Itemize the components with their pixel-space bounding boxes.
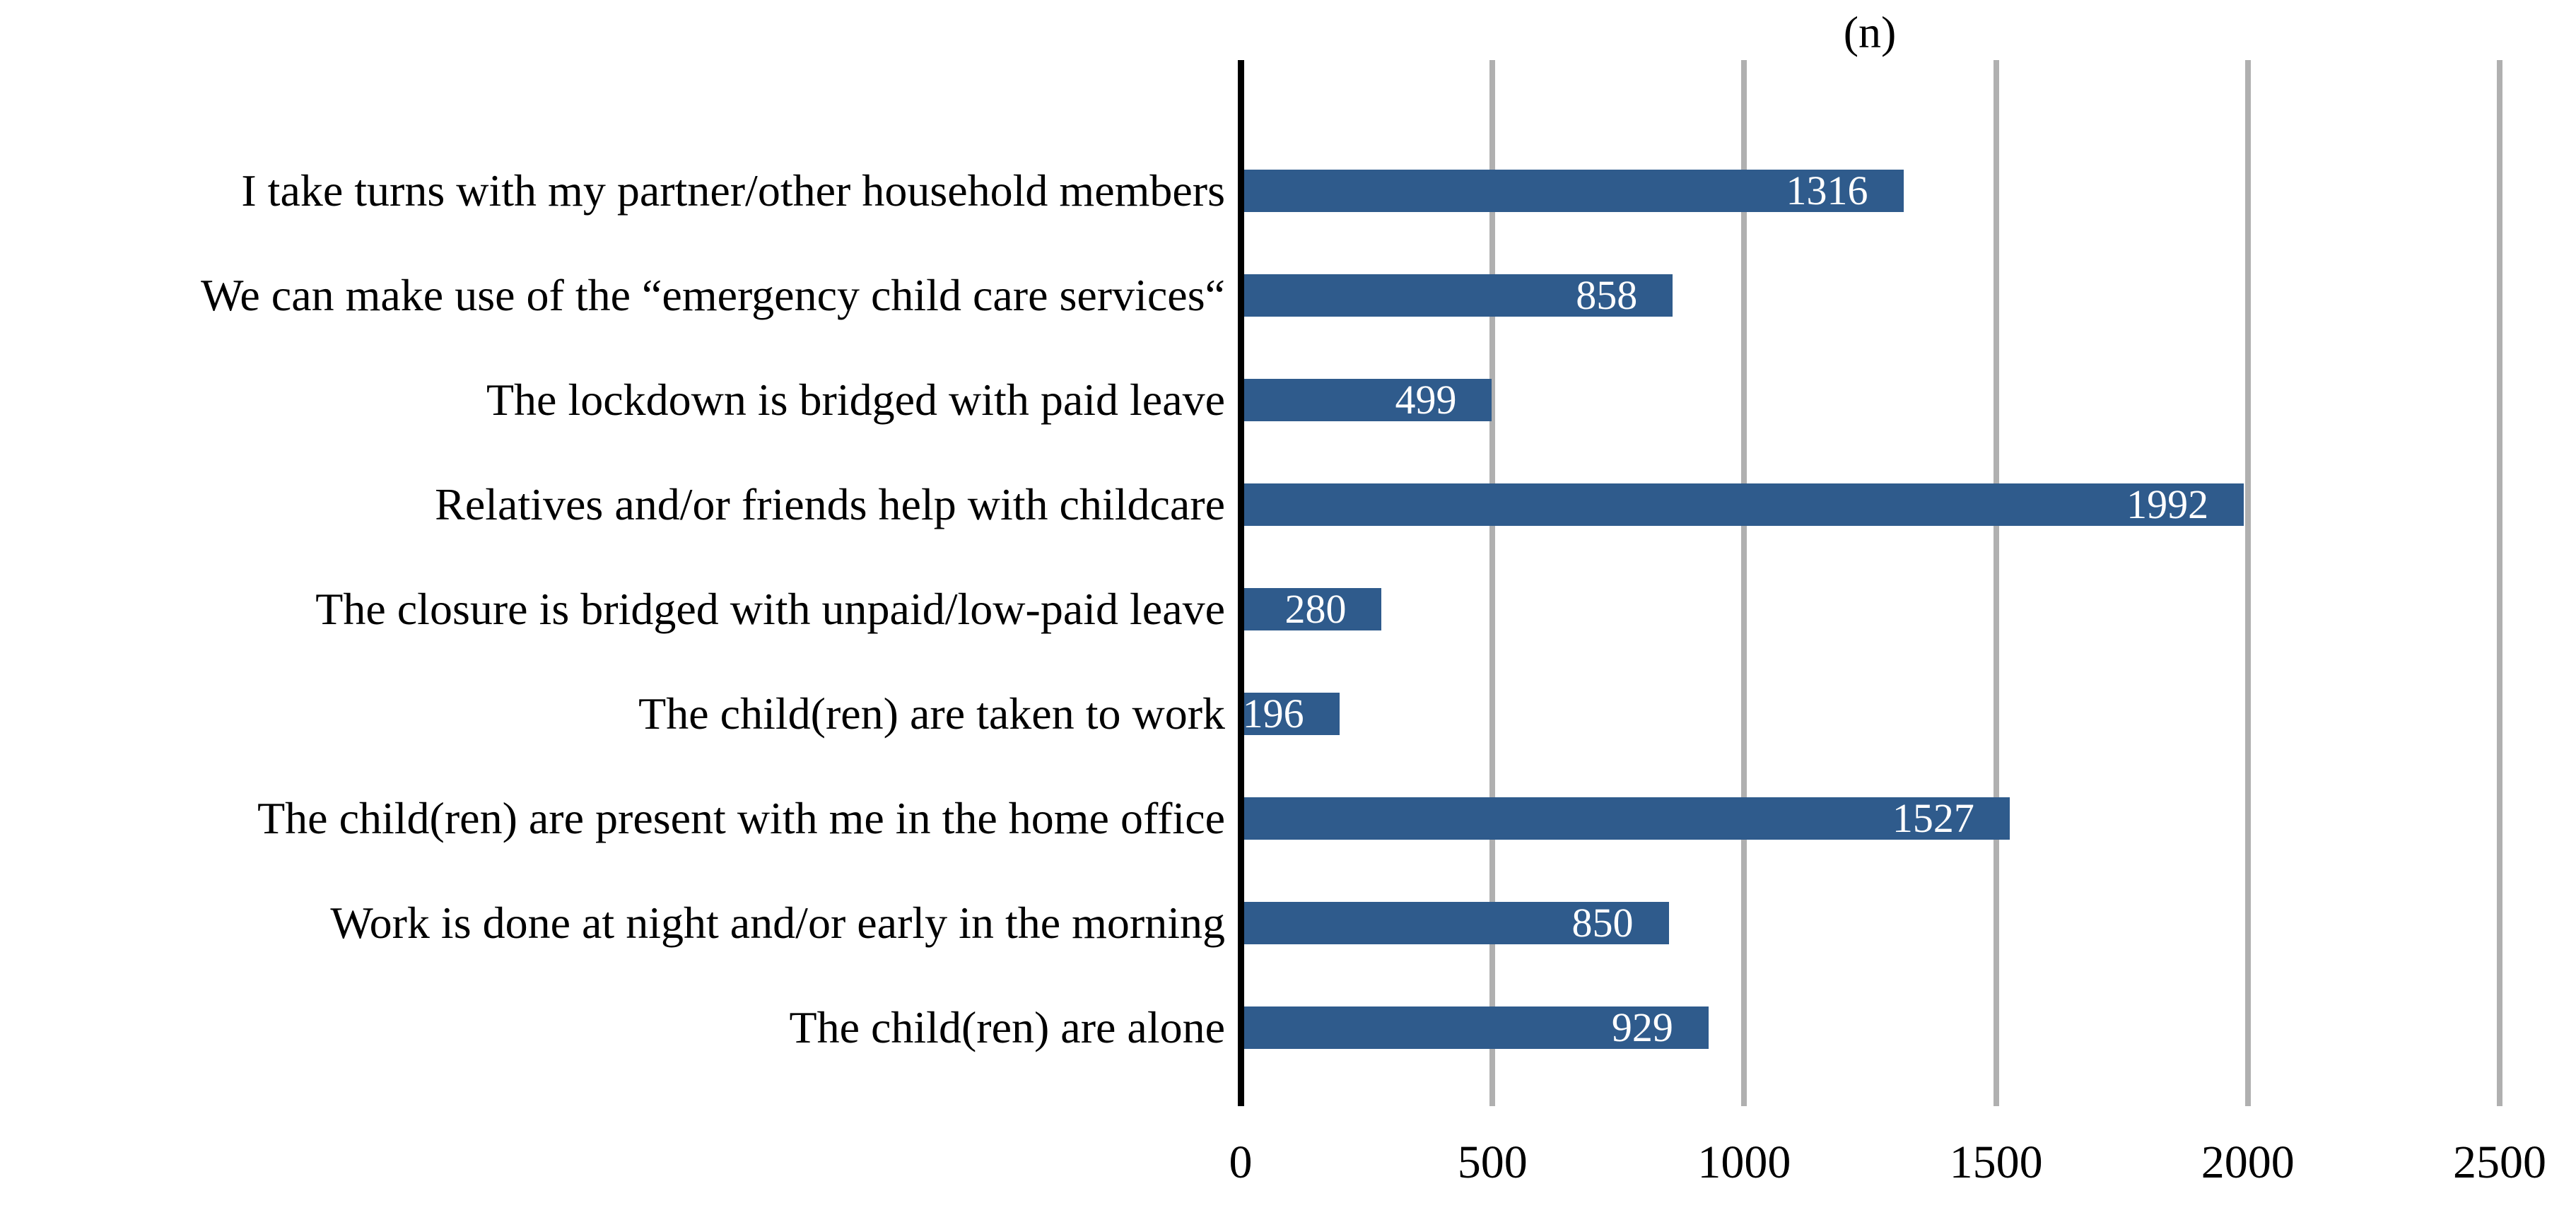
bar-row: 1527 bbox=[1241, 766, 2500, 871]
x-tick-label: 2500 bbox=[2453, 1137, 2546, 1188]
bar-value-label: 929 bbox=[1611, 1004, 1673, 1050]
bar-row: 280 bbox=[1241, 557, 2500, 662]
bar: 1527 bbox=[1241, 797, 2010, 840]
x-axis-tick-labels: 0 500 1000 1500 2000 2500 bbox=[1229, 1137, 2547, 1196]
bar: 850 bbox=[1241, 902, 1669, 944]
x-tick-label: 500 bbox=[1457, 1137, 1528, 1188]
category-label: We can make use of the “emergency child … bbox=[201, 270, 1225, 321]
category-label: The child(ren) are present with me in th… bbox=[257, 793, 1225, 844]
x-tick-label: 1500 bbox=[1949, 1137, 2043, 1188]
gridline bbox=[2497, 60, 2502, 1106]
bar-row: 850 bbox=[1241, 871, 2500, 975]
category-row: The child(ren) are alone bbox=[0, 975, 1225, 1080]
category-label: Work is done at night and/or early in th… bbox=[330, 898, 1225, 949]
bar-row: 1316 bbox=[1241, 139, 2500, 243]
category-label: The lockdown is bridged with paid leave bbox=[486, 375, 1225, 425]
bar-value-label: 1992 bbox=[2126, 481, 2209, 527]
bar-value-label: 1316 bbox=[1786, 168, 1868, 213]
category-row: The child(ren) are present with me in th… bbox=[0, 766, 1225, 871]
bar: 499 bbox=[1241, 379, 1492, 421]
bar-row: 1992 bbox=[1241, 452, 2500, 557]
bar: 1992 bbox=[1241, 483, 2244, 526]
category-label: The closure is bridged with unpaid/low-p… bbox=[315, 584, 1225, 635]
category-row: The closure is bridged with unpaid/low-p… bbox=[0, 557, 1225, 662]
gridline bbox=[2244, 60, 2251, 1106]
bar-value-label: 1527 bbox=[1892, 795, 1974, 841]
bar-value-label: 196 bbox=[1242, 691, 1304, 736]
chart-title: (n) bbox=[1843, 7, 1897, 57]
bar: 280 bbox=[1241, 586, 1382, 632]
bar-row: 858 bbox=[1241, 243, 2500, 348]
category-label: The child(ren) are taken to work bbox=[638, 688, 1225, 739]
category-row: We can make use of the “emergency child … bbox=[0, 243, 1225, 348]
plot-area: 1316 858 499 1992 280 196 1527 850 bbox=[1238, 60, 2502, 1106]
category-row: The child(ren) are taken to work bbox=[0, 662, 1225, 766]
category-label: Relatives and/or friends help with child… bbox=[435, 479, 1225, 530]
category-axis-labels: I take turns with my partner/other house… bbox=[0, 60, 1225, 1106]
category-label: I take turns with my partner/other house… bbox=[241, 165, 1225, 216]
x-tick-label: 0 bbox=[1229, 1137, 1253, 1188]
bar: 858 bbox=[1241, 274, 1673, 317]
gridline bbox=[1489, 60, 1496, 1106]
bar: 196 bbox=[1241, 693, 1340, 735]
bar-value-label: 280 bbox=[1284, 586, 1347, 632]
bar-row: 196 bbox=[1241, 662, 2500, 766]
bar: 1316 bbox=[1241, 170, 1904, 212]
bar-value-label: 499 bbox=[1395, 377, 1457, 423]
gridline bbox=[1741, 60, 1747, 1106]
x-tick-label: 2000 bbox=[2201, 1137, 2295, 1188]
y-axis-line bbox=[1238, 60, 1244, 1106]
bar-rows: 1316 858 499 1992 280 196 1527 850 bbox=[1241, 60, 2500, 1106]
category-label: The child(ren) are alone bbox=[789, 1002, 1225, 1053]
gridline bbox=[1993, 60, 1999, 1106]
bar-value-label: 858 bbox=[1576, 272, 1638, 318]
bar: 929 bbox=[1241, 1006, 1709, 1049]
category-row: Work is done at night and/or early in th… bbox=[0, 871, 1225, 975]
category-row: Relatives and/or friends help with child… bbox=[0, 452, 1225, 557]
category-row: I take turns with my partner/other house… bbox=[0, 139, 1225, 243]
bar-row: 499 bbox=[1241, 348, 2500, 452]
category-row: The lockdown is bridged with paid leave bbox=[0, 348, 1225, 452]
bar-row: 929 bbox=[1241, 975, 2500, 1080]
x-tick-label: 1000 bbox=[1697, 1137, 1791, 1188]
bar-value-label: 850 bbox=[1571, 900, 1634, 946]
